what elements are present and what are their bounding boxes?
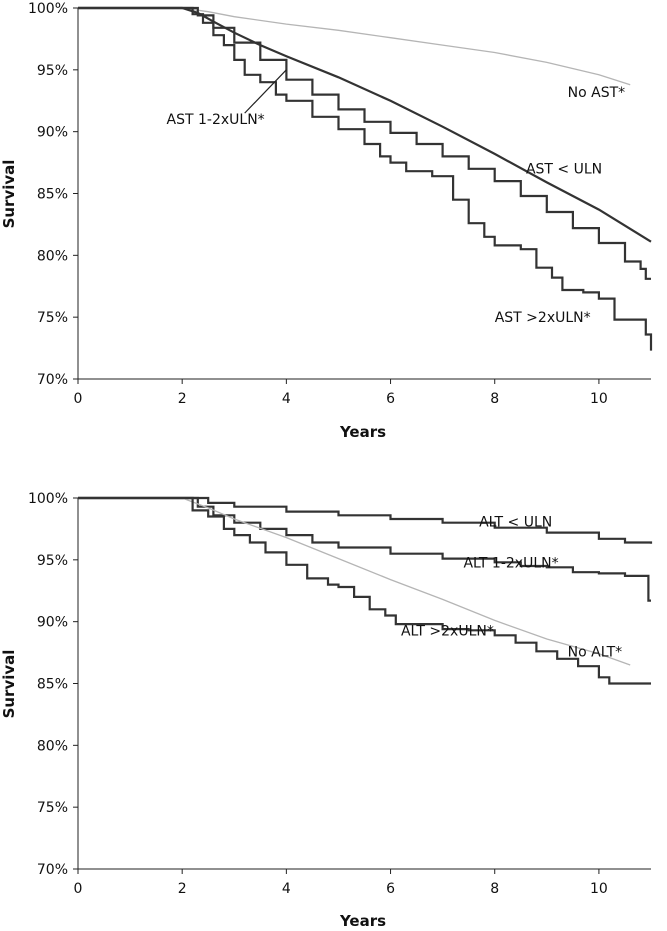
label-leaders <box>244 69 287 114</box>
y-tick-label: 95% <box>37 553 68 569</box>
chart-bottom: 70% 75% 80% 85% 90% 95% 100% 0 2 4 6 8 10 ALT < ULN… <box>0 491 653 930</box>
series-lines <box>78 496 653 685</box>
series-label-no-alt: No ALT* <box>568 644 623 660</box>
y-tick-label: 85% <box>37 187 68 203</box>
x-tick-label: 10 <box>590 391 608 407</box>
series-label-ast-gt2xuln: AST >2xULN* <box>495 310 591 326</box>
y-tick-label: 100% <box>28 491 68 507</box>
x-tick-labels: 0 2 4 6 8 10 <box>74 379 608 407</box>
series-labels: No AST* AST 1-2xULN* AST < ULN AST >2xULN* <box>167 85 626 326</box>
label-leader-line <box>244 69 287 114</box>
y-tick-label: 70% <box>37 372 68 388</box>
series-line-ast-gt2xuln <box>78 6 653 351</box>
series-line-alt-gt2xuln <box>78 496 651 685</box>
x-axis-title: Years <box>339 423 386 441</box>
y-tick-label: 75% <box>37 310 68 326</box>
series-label-no-ast: No AST* <box>568 85 626 101</box>
x-tick-label: 10 <box>590 881 608 897</box>
y-tick-label: 90% <box>37 615 68 631</box>
series-line-alt-lt-uln <box>78 496 653 544</box>
series-line-ast-1-2xuln <box>78 6 651 280</box>
series-label-ast-1-2xuln: AST 1-2xULN* <box>167 112 265 128</box>
series-label-alt-lt-uln: ALT < ULN <box>479 514 552 530</box>
y-tick-label: 70% <box>37 862 68 878</box>
y-tick-label: 90% <box>37 125 68 141</box>
y-axis-title: Survival <box>0 160 18 229</box>
x-tick-label: 6 <box>386 881 395 897</box>
x-tick-label: 0 <box>74 881 83 897</box>
y-tick-label: 85% <box>37 677 68 693</box>
series-label-alt-1-2xuln: ALT 1-2xULN* <box>463 555 558 571</box>
x-tick-label: 8 <box>490 391 499 407</box>
y-axis-title: Survival <box>0 650 18 719</box>
series-label-ast-lt-uln: AST < ULN <box>526 162 602 178</box>
x-tick-label: 0 <box>74 391 83 407</box>
x-tick-label: 4 <box>282 881 291 897</box>
series-line-no-alt <box>78 497 631 666</box>
y-tick-label: 75% <box>37 800 68 816</box>
series-labels: ALT < ULN ALT 1-2xULN* ALT >2xULN* No ALT* <box>401 514 622 660</box>
x-tick-labels: 0 2 4 6 8 10 <box>74 869 608 897</box>
x-tick-label: 2 <box>178 881 187 897</box>
y-tick-label: 80% <box>37 248 68 264</box>
x-tick-label: 6 <box>386 391 395 407</box>
series-line-ast-lt-uln <box>78 6 652 243</box>
chart-top: 70% 75% 80% 85% 90% 95% 100% 0 2 4 6 8 10 No AST* AS… <box>0 1 653 441</box>
x-axis-title: Years <box>339 912 386 930</box>
y-tick-label: 100% <box>28 1 68 17</box>
y-tick-labels: 70% 75% 80% 85% 90% 95% 100% <box>28 491 78 878</box>
y-tick-label: 95% <box>37 63 68 79</box>
y-tick-label: 80% <box>37 738 68 754</box>
x-tick-label: 2 <box>178 391 187 407</box>
x-tick-label: 4 <box>282 391 291 407</box>
y-tick-labels: 70% 75% 80% 85% 90% 95% 100% <box>28 1 78 388</box>
series-label-alt-gt2xuln: ALT >2xULN* <box>401 623 494 639</box>
series-lines <box>78 6 653 351</box>
series-line-no-ast <box>78 7 631 86</box>
series-line-alt-1-2xuln <box>78 496 651 602</box>
x-tick-label: 8 <box>490 881 499 897</box>
